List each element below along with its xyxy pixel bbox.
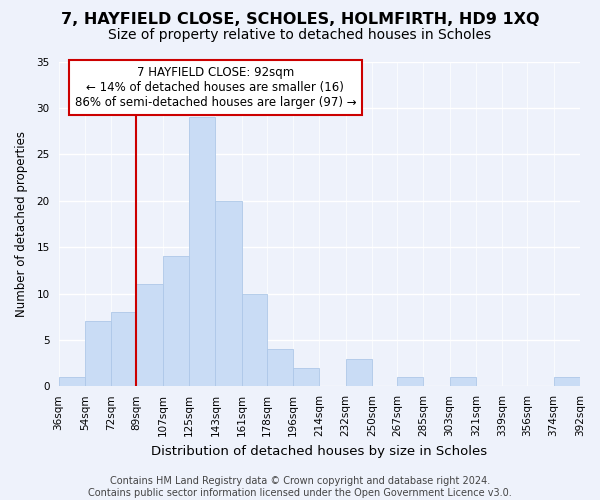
Text: Contains HM Land Registry data © Crown copyright and database right 2024.
Contai: Contains HM Land Registry data © Crown c… xyxy=(88,476,512,498)
Bar xyxy=(189,117,215,386)
X-axis label: Distribution of detached houses by size in Scholes: Distribution of detached houses by size … xyxy=(151,444,487,458)
Bar xyxy=(163,256,189,386)
Bar xyxy=(112,312,136,386)
Bar xyxy=(136,284,163,386)
Bar xyxy=(554,377,580,386)
Y-axis label: Number of detached properties: Number of detached properties xyxy=(15,131,28,317)
Text: 7, HAYFIELD CLOSE, SCHOLES, HOLMFIRTH, HD9 1XQ: 7, HAYFIELD CLOSE, SCHOLES, HOLMFIRTH, H… xyxy=(61,12,539,28)
Text: 7 HAYFIELD CLOSE: 92sqm
← 14% of detached houses are smaller (16)
86% of semi-de: 7 HAYFIELD CLOSE: 92sqm ← 14% of detache… xyxy=(74,66,356,109)
Text: Size of property relative to detached houses in Scholes: Size of property relative to detached ho… xyxy=(109,28,491,42)
Bar xyxy=(397,377,423,386)
Bar xyxy=(266,350,293,387)
Bar xyxy=(293,368,319,386)
Bar xyxy=(242,294,266,386)
Bar xyxy=(346,358,372,386)
Bar xyxy=(59,377,85,386)
Bar xyxy=(215,200,242,386)
Bar xyxy=(85,322,112,386)
Bar xyxy=(449,377,476,386)
